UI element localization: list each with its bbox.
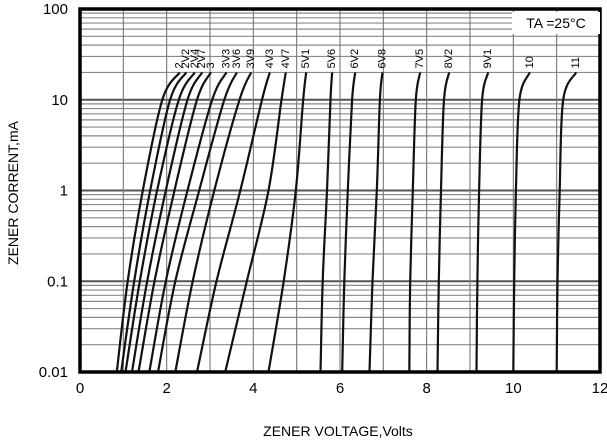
curve-label-2V4: 2V4 bbox=[189, 49, 201, 69]
zener-curve-11 bbox=[555, 71, 578, 373]
curve-label-6V2: 6V2 bbox=[349, 49, 361, 69]
zener-curve-5V1 bbox=[267, 72, 308, 373]
y-tick-label: 10 bbox=[51, 92, 68, 109]
curve-label-3V3: 3V3 bbox=[221, 49, 233, 69]
curve-label-2: 2 bbox=[174, 62, 186, 68]
zener-curve-3V6 bbox=[156, 71, 238, 373]
zener-curve-2 bbox=[115, 71, 181, 373]
y-tick-label: 100 bbox=[43, 1, 68, 18]
y-axis-label: ZENER CORRENT,mA bbox=[5, 120, 21, 265]
curve-label-10: 10 bbox=[524, 56, 536, 68]
curve-label-6V8: 6V8 bbox=[377, 49, 389, 69]
x-tick-label: 0 bbox=[76, 380, 84, 397]
curve-label-3V9: 3V9 bbox=[245, 49, 257, 69]
zener-curve-4V7 bbox=[224, 72, 287, 373]
curve-label-4V7: 4V7 bbox=[280, 49, 292, 69]
curve-label-3: 3 bbox=[205, 62, 217, 68]
zener-curve-9V1 bbox=[475, 72, 490, 373]
curve-label-3V6: 3V6 bbox=[231, 49, 243, 69]
x-axis-label: ZENER VOLTAGE,Volts bbox=[263, 423, 413, 439]
curve-label-2V2: 2V2 bbox=[180, 49, 192, 69]
zener-curve-2V4 bbox=[124, 71, 196, 373]
temperature-annotation-box: TA =25°C bbox=[512, 12, 600, 34]
curve-label-8V2: 8V2 bbox=[443, 49, 455, 69]
zener-curve-6V8 bbox=[368, 72, 384, 373]
curve-label-5V1: 5V1 bbox=[300, 49, 312, 69]
curve-label-4V3: 4V3 bbox=[264, 49, 276, 69]
y-tick-label: 0.01 bbox=[39, 364, 68, 381]
zener-curve-2V2 bbox=[120, 71, 188, 373]
zener-curve-4V3 bbox=[195, 72, 271, 373]
curve-label-11: 11 bbox=[570, 57, 582, 68]
zener-curve-6V2 bbox=[341, 72, 357, 373]
plot-frame bbox=[78, 7, 602, 374]
zener-curve-2V7 bbox=[130, 71, 204, 373]
y-tick-label: 0.1 bbox=[47, 273, 68, 290]
zener-curve-3V3 bbox=[148, 71, 228, 373]
temperature-annotation: TA =25°C bbox=[526, 15, 585, 31]
tick-labels: 0 2 4 6 8 10 12 0.01 0.1 1 10 100 bbox=[39, 1, 607, 397]
zener-curve-7V5 bbox=[408, 72, 422, 373]
x-tick-label: 6 bbox=[336, 380, 344, 397]
zener-curve-5V6 bbox=[319, 72, 334, 373]
zener-curve-3 bbox=[137, 71, 212, 373]
x-tick-label: 12 bbox=[592, 380, 607, 397]
x-tick-label: 10 bbox=[505, 380, 522, 397]
x-tick-label: 4 bbox=[249, 380, 257, 397]
zener-curve-8V2 bbox=[436, 72, 451, 373]
x-tick-label: 2 bbox=[162, 380, 170, 397]
curve-label-2V7: 2V7 bbox=[196, 49, 208, 69]
x-tick-label: 8 bbox=[422, 380, 430, 397]
y-tick-label: 1 bbox=[60, 183, 68, 200]
curves bbox=[115, 71, 578, 373]
zener-curve-3V9 bbox=[174, 71, 253, 373]
curve-label-5V6: 5V6 bbox=[326, 49, 338, 69]
curve-label-9V1: 9V1 bbox=[482, 49, 494, 69]
zener-curve-10 bbox=[512, 71, 531, 373]
curve-label-7V5: 7V5 bbox=[414, 49, 426, 69]
annotation-background bbox=[512, 12, 600, 34]
